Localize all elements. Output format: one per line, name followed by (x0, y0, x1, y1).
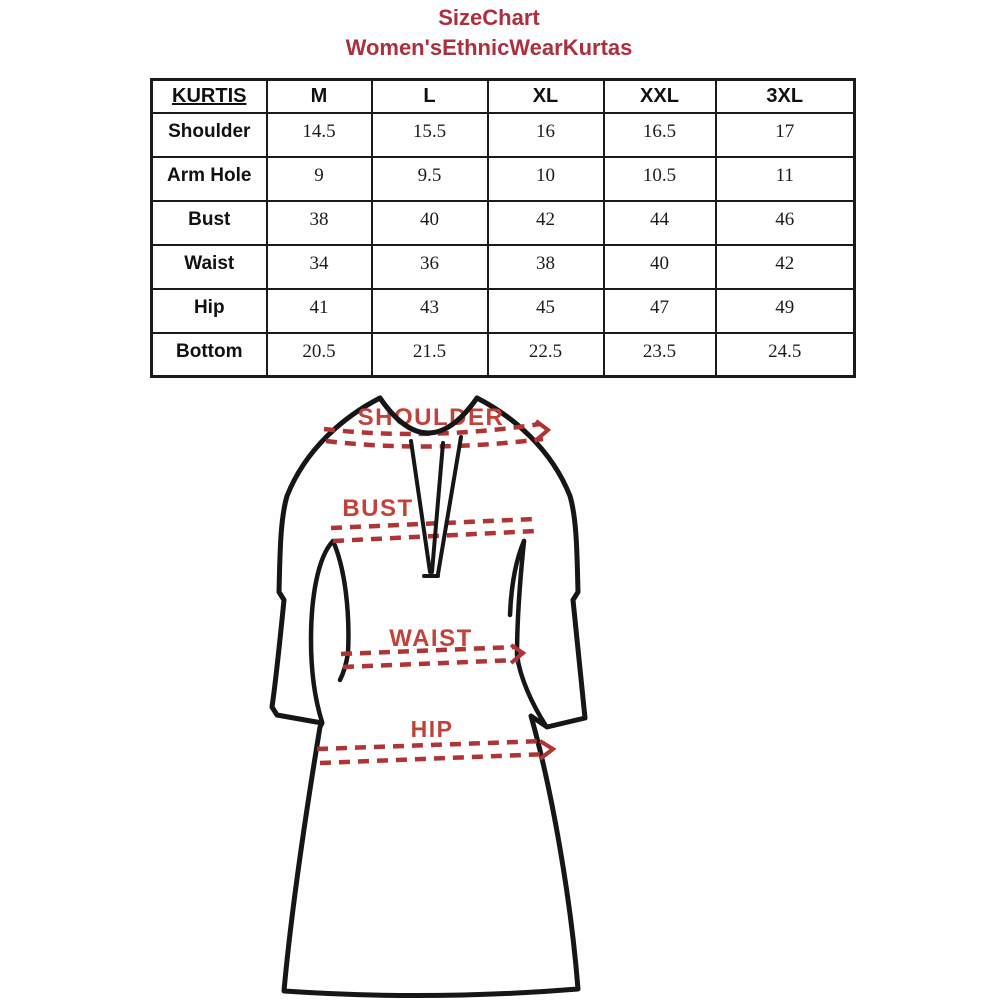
header-cell-kurtis: KURTIS (150, 78, 268, 114)
row-label: Waist (150, 243, 268, 290)
header-cell-xxl: XXL (602, 78, 717, 114)
row-label: Bottom (150, 331, 268, 378)
header-cell-xl: XL (486, 78, 605, 114)
size-value: 16.5 (602, 111, 717, 158)
row-label: Bust (150, 199, 268, 246)
header-cell-m: M (265, 78, 373, 114)
size-value: 44 (602, 199, 717, 246)
left-sleeve-inner-seam (308, 538, 336, 725)
kurta-outline (269, 395, 588, 999)
size-value: 34 (265, 243, 373, 290)
size-value: 20.5 (265, 331, 373, 378)
waist-label: WAIST (389, 625, 473, 652)
table-row-waist: Waist 34 36 38 40 42 (150, 243, 856, 290)
shoulder-dash-top (323, 421, 541, 437)
shoulder-arrow-icon (533, 419, 552, 443)
waist-measure-band (340, 643, 527, 670)
size-value: 49 (714, 287, 856, 334)
hip-dash-top (316, 738, 546, 752)
size-value: 15.5 (370, 111, 489, 158)
size-value: 38 (265, 199, 373, 246)
shoulder-dash-bottom (325, 436, 544, 449)
size-value: 21.5 (370, 331, 489, 378)
hip-dash-bottom (319, 751, 549, 766)
size-value: 46 (714, 199, 856, 246)
kurta-neckline (377, 395, 480, 436)
size-value: 41 (265, 287, 373, 334)
size-value: 9.5 (370, 155, 489, 202)
row-label: Hip (150, 287, 268, 334)
size-value: 38 (486, 243, 605, 290)
right-body-side-seam (507, 538, 527, 618)
size-value: 23.5 (602, 331, 717, 378)
size-value: 10 (486, 155, 605, 202)
bust-label: BUST (342, 495, 413, 522)
size-value: 11 (714, 155, 856, 202)
left-body-side-seam (330, 538, 351, 683)
size-value: 36 (370, 243, 489, 290)
bust-dash-top (330, 516, 535, 531)
size-value: 16 (486, 111, 605, 158)
hip-label: HIP (411, 716, 454, 742)
table-row-armhole: Arm Hole 9 9.5 10 10.5 11 (150, 155, 856, 202)
table-row-bust: Bust 38 40 42 44 46 (150, 199, 856, 246)
title-line-2: Women'sEthnicWearKurtas (345, 35, 633, 60)
table-row-hip: Hip 41 43 45 47 49 (150, 287, 856, 334)
table-header-row: KURTIS M L XL XXL 3XL (150, 78, 856, 114)
title-line-1: SizeChart (438, 5, 540, 30)
size-value: 14.5 (265, 111, 373, 158)
table-row-shoulder: Shoulder 14.5 15.5 16 16.5 17 (150, 111, 856, 158)
table-row-bottom: Bottom 20.5 21.5 22.5 23.5 24.5 (150, 331, 856, 378)
shoulder-measure-band (323, 419, 552, 449)
size-value: 24.5 (714, 331, 856, 378)
size-value: 17 (714, 111, 856, 158)
hip-arrow-icon (538, 739, 557, 761)
row-label: Shoulder (150, 111, 268, 158)
size-value: 42 (714, 243, 856, 290)
size-value: 47 (602, 287, 717, 334)
size-value: 9 (265, 155, 373, 202)
page-title: SizeChart Women'sEthnicWearKurtas (0, 3, 978, 63)
size-value: 42 (486, 199, 605, 246)
size-chart-table: KURTIS M L XL XXL 3XL Shoulder 14.5 15.5… (150, 78, 856, 378)
waist-dash-top (340, 644, 517, 657)
hip-measure-band (316, 738, 557, 766)
shoulder-label: SHOULDER (358, 404, 505, 431)
size-value: 43 (370, 287, 489, 334)
row-label: Arm Hole (150, 155, 268, 202)
kurta-placket (409, 435, 463, 578)
waist-arrow-icon (509, 643, 527, 665)
header-cell-3xl: 3XL (714, 78, 856, 114)
size-value: 22.5 (486, 331, 605, 378)
size-value: 10.5 (602, 155, 717, 202)
waist-dash-bottom (342, 657, 519, 670)
size-value: 40 (602, 243, 717, 290)
header-cell-l: L (370, 78, 489, 114)
size-value: 45 (486, 287, 605, 334)
size-value: 40 (370, 199, 489, 246)
right-sleeve-inner-seam (514, 538, 549, 729)
